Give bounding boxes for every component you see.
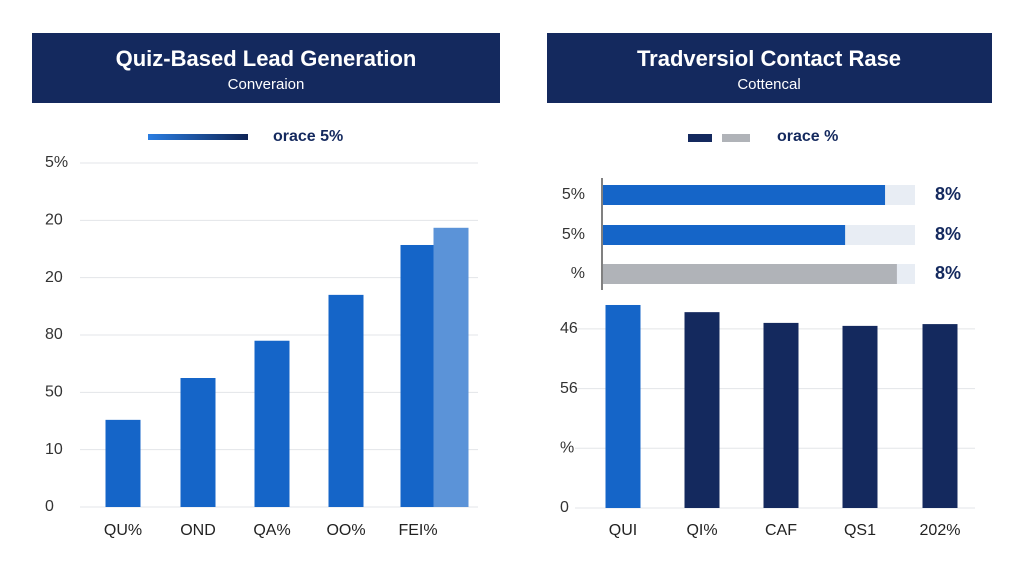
y-tick-label: 46 xyxy=(560,320,578,337)
x-tick-label: CAF xyxy=(765,522,797,539)
x-tick-label: 202% xyxy=(920,522,961,539)
y-tick-label: % xyxy=(571,265,585,282)
y-tick-label: 5% xyxy=(562,186,585,203)
chart-subtitle: Cottencal xyxy=(737,76,800,93)
bar xyxy=(603,264,897,284)
chart-title: Tradversiol Contact Rase xyxy=(637,46,901,71)
x-tick-label: OND xyxy=(180,522,216,539)
legend-swatch xyxy=(148,134,248,140)
chart-title: Quiz-Based Lead Generation xyxy=(116,46,417,71)
bar xyxy=(842,325,878,508)
legend-label: orace % xyxy=(777,128,838,145)
bar xyxy=(684,312,720,508)
x-tick-label: QU% xyxy=(104,522,142,539)
header-panel xyxy=(547,33,992,103)
x-tick-label: OO% xyxy=(326,522,365,539)
bar xyxy=(603,185,886,205)
legend-swatch xyxy=(688,134,712,142)
x-tick-label: QI% xyxy=(686,522,717,539)
annotation: 8% xyxy=(935,184,961,204)
annotation: 8% xyxy=(935,263,961,283)
y-tick-label: 20 xyxy=(45,212,63,229)
legend-swatch xyxy=(722,134,750,142)
x-tick-label: QS1 xyxy=(844,522,876,539)
bar xyxy=(328,294,364,507)
y-tick-label: % xyxy=(560,440,574,457)
y-tick-label: 50 xyxy=(45,384,63,401)
bar xyxy=(763,322,799,508)
legend-label: orace 5% xyxy=(273,128,343,145)
y-tick-label: 5% xyxy=(45,154,68,171)
x-tick-label: FEI% xyxy=(398,522,437,539)
y-tick-label: 0 xyxy=(560,499,569,516)
y-tick-label: 0 xyxy=(45,498,54,515)
y-tick-label: 20 xyxy=(45,269,63,286)
y-tick-label: 80 xyxy=(45,326,63,343)
bar xyxy=(105,419,141,507)
bar xyxy=(254,340,290,507)
bar xyxy=(922,324,958,508)
bar xyxy=(433,227,469,507)
header-panel xyxy=(32,33,500,103)
y-tick-label: 5% xyxy=(562,226,585,243)
y-tick-label: 10 xyxy=(45,441,63,458)
bar xyxy=(603,225,846,245)
y-tick-label: 56 xyxy=(560,380,578,397)
annotation: 8% xyxy=(935,224,961,244)
x-tick-label: QUI xyxy=(609,522,637,539)
bar xyxy=(180,378,216,507)
bar xyxy=(605,304,641,508)
bar xyxy=(400,244,436,507)
x-tick-label: QA% xyxy=(253,522,290,539)
chart-subtitle: Converaion xyxy=(228,76,305,93)
